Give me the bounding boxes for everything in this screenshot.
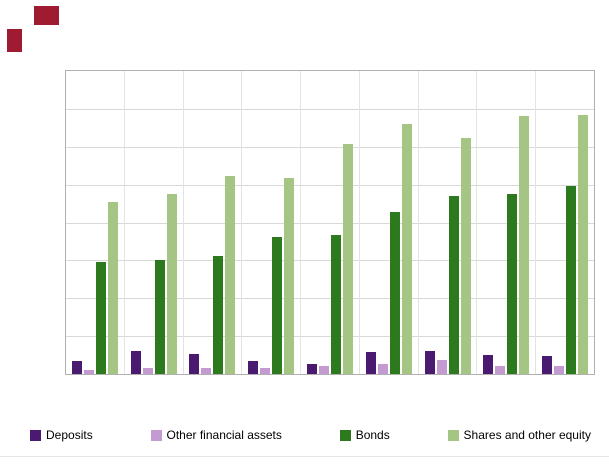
bar-shares-and-other-equity [225,176,236,374]
legend-label: Other financial assets [166,428,282,442]
bar-group [184,71,243,374]
plot-area [65,70,595,375]
bar-shares-and-other-equity [166,194,177,374]
bar-deposits [71,361,82,374]
bar-bonds [213,255,224,374]
gridline [66,146,594,148]
gridline [66,298,594,300]
bar-bonds [331,235,342,374]
bar-bonds [154,260,165,374]
bar-other-financial-assets [319,366,330,374]
bar-other-financial-assets [554,366,565,374]
gridline [66,184,594,186]
bar-group [477,71,537,374]
bar-shares-and-other-equity [578,114,589,374]
legend-label: Shares and other equity [463,428,591,442]
bar-bonds [448,196,459,374]
bar-other-financial-assets [83,370,94,374]
bar-bonds [507,194,518,374]
bar-other-financial-assets [260,367,271,374]
bar-deposits [130,351,141,374]
bar-bonds [566,186,577,374]
legend-swatch [30,429,41,441]
logo-mark-top [34,6,59,25]
gridline [66,336,594,338]
bar-group [419,71,478,374]
bar-deposits [424,351,435,374]
bar-group [66,71,125,374]
legend: Deposits Other financial assets Bonds Share… [30,428,591,442]
legend-swatch [339,429,351,441]
bar-deposits [189,354,200,374]
legend-item-other-financial-assets: Other financial assets [150,428,282,442]
bar-shares-and-other-equity [284,178,295,374]
legend-swatch [447,429,459,441]
bar-shares-and-other-equity [460,138,471,374]
bar-bonds [95,261,106,374]
bar-other-financial-assets [436,360,447,374]
bar-deposits [542,356,553,374]
legend-label: Deposits [46,428,93,442]
bar-group [360,71,419,374]
bar-group [242,71,302,374]
bar-deposits [365,352,376,374]
bar-shares-and-other-equity [107,201,118,374]
legend-item-deposits: Deposits [30,428,93,442]
bar-deposits [248,361,259,374]
bar-bonds [389,211,400,374]
bottom-divider [0,456,609,457]
bar-deposits [483,355,494,374]
gridline [66,260,594,262]
gridline [66,108,594,110]
legend-item-shares-and-other-equity: Shares and other equity [447,428,591,442]
bar-other-financial-assets [495,366,506,374]
bar-deposits [307,364,318,374]
legend-swatch [150,429,162,441]
bar-groups [66,71,594,374]
bar-shares-and-other-equity [519,115,530,374]
bar-bonds [272,236,283,374]
bar-other-financial-assets [201,367,212,374]
bar-other-financial-assets [142,367,153,374]
gridline [66,222,594,224]
legend-label: Bonds [355,428,390,442]
bar-group [536,71,594,374]
bar-group [125,71,184,374]
logo-mark-left [7,29,22,52]
bar-shares-and-other-equity [401,123,412,374]
bar-group [301,71,360,374]
legend-item-bonds: Bonds [339,428,390,442]
bar-shares-and-other-equity [343,144,354,374]
bar-other-financial-assets [377,364,388,374]
